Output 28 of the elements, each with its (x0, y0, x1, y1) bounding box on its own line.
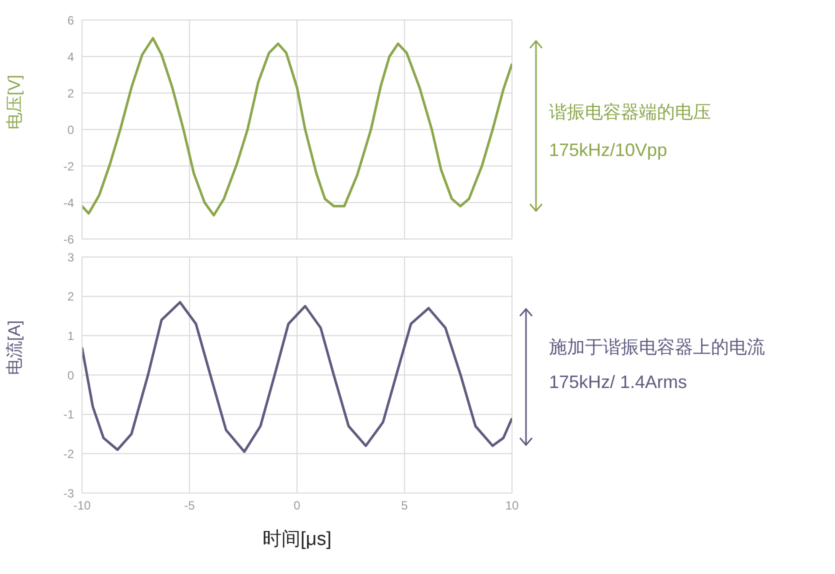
y-tick-label: 0 (67, 122, 74, 137)
text: 谐振电容器端的电压 (549, 101, 711, 124)
y-tick-label: -3 (63, 486, 74, 500)
y-tick-label: 6 (67, 13, 74, 28)
y-tick-label: 3 (67, 250, 74, 264)
y-tick-label: 2 (67, 290, 74, 304)
y-axis-title: 电压[V] (5, 74, 24, 130)
y-tick-label: -2 (63, 446, 74, 461)
x-tick-label: -5 (184, 498, 196, 513)
text: 施加于谐振电容器上的电流 (549, 336, 765, 359)
y-tick-label: -1 (63, 408, 74, 422)
y-tick-label: 0 (67, 368, 74, 382)
x-axis-title: 时间[μs] (262, 529, 332, 550)
y-tick-label: 4 (67, 50, 74, 64)
y-axis-title: 电流[A] (5, 320, 24, 375)
text: 175kHz/10Vpp (549, 140, 668, 161)
y-tick-label: 2 (67, 86, 74, 100)
line-series (82, 300, 512, 453)
x-tick-label: 0 (294, 498, 301, 513)
x-tick-label: -10 (73, 498, 91, 513)
text: 175kHz/ 1.4Arms (549, 372, 688, 393)
x-tick-label: 10 (505, 498, 519, 513)
line-series (82, 37, 512, 217)
x-tick-label: 5 (401, 498, 408, 513)
y-tick-label: -2 (63, 159, 74, 174)
y-tick-label: -6 (63, 232, 74, 246)
y-tick-label: 1 (67, 328, 74, 343)
y-tick-label: -4 (63, 196, 74, 210)
